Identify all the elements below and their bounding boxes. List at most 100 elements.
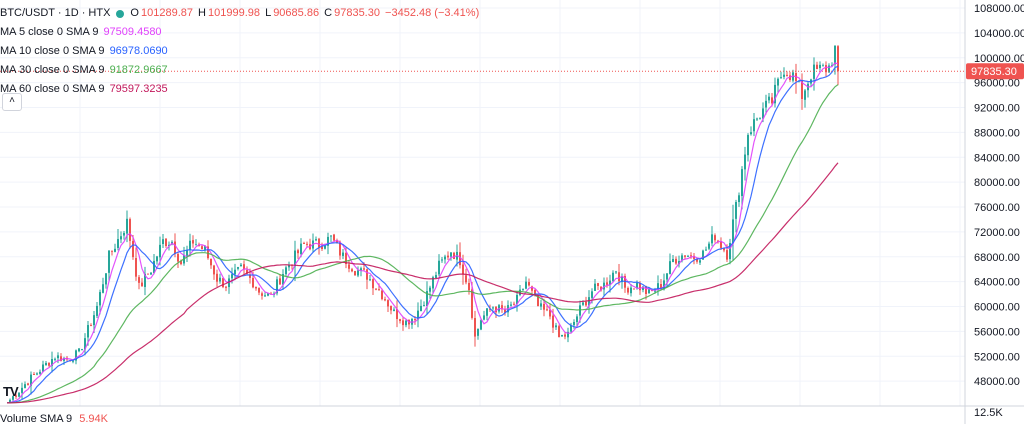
candle (579, 305, 581, 316)
candle (444, 256, 446, 260)
candle (180, 260, 182, 265)
ma-line-5 (6, 62, 839, 404)
candle (480, 320, 482, 330)
candle (45, 362, 47, 366)
candle (333, 234, 335, 241)
candle (18, 392, 20, 397)
candle (525, 281, 527, 289)
ma-row[interactable]: MA 30 close 0 SMA 9 91872.9667 (0, 61, 481, 80)
legend-collapse-button[interactable]: ˄ (2, 93, 22, 111)
candle (468, 282, 470, 291)
volume-value: 5.94K (79, 413, 108, 425)
chart-legend: BTC/USDT · 1D · HTX O 101289.87 H 101999.9… (0, 4, 481, 99)
candle (777, 78, 779, 86)
ma60-value: 79597.3235 (109, 83, 168, 95)
candle (630, 287, 632, 294)
candle (57, 355, 59, 359)
candle (546, 309, 548, 311)
candle (822, 65, 824, 67)
candle (537, 296, 539, 306)
candle (669, 261, 671, 274)
candle (75, 350, 77, 361)
candle (708, 243, 710, 249)
candle (348, 264, 350, 269)
candle (516, 294, 518, 305)
candle (405, 320, 407, 326)
candle (672, 258, 674, 263)
candle (426, 291, 428, 307)
chevron-up-icon: ˄ (9, 95, 15, 106)
candle (33, 374, 35, 376)
candle (51, 358, 53, 366)
candle (819, 64, 821, 69)
candle (282, 274, 284, 285)
candle (276, 279, 278, 294)
candle (558, 326, 560, 338)
y-tick-label: 100000.00 (974, 53, 1024, 65)
candle (693, 255, 695, 259)
candle (255, 286, 257, 289)
candle (543, 303, 545, 310)
ma10-value: 96978.0690 (109, 45, 168, 57)
candle (195, 244, 197, 246)
candle (609, 280, 611, 285)
candle (345, 252, 347, 265)
ma10-label: MA 10 close 0 SMA 9 (0, 45, 105, 57)
candle (153, 260, 155, 273)
candle (534, 289, 536, 296)
symbol-row: BTC/USDT · 1D · HTX O 101289.87 H 101999.9… (0, 4, 481, 23)
candle (174, 241, 176, 254)
candle (42, 364, 44, 372)
candle (96, 305, 98, 316)
candle (729, 243, 731, 260)
candle (117, 239, 119, 248)
candle (48, 362, 50, 366)
candle (639, 283, 641, 291)
candle (621, 276, 623, 283)
candle (588, 297, 590, 306)
candle (552, 315, 554, 328)
candle (387, 300, 389, 307)
candle (711, 234, 713, 244)
candle (360, 268, 362, 271)
candle (771, 97, 773, 104)
y-tick-label: 108000.00 (974, 3, 1024, 15)
candle (414, 318, 416, 321)
candle (660, 284, 662, 289)
candle (636, 282, 638, 289)
candle (330, 235, 332, 237)
tradingview-logo[interactable]: TV (3, 384, 19, 399)
candle (189, 240, 191, 251)
candle (606, 282, 608, 285)
symbol-title[interactable]: BTC/USDT · 1D · HTX (0, 7, 111, 19)
candle (765, 100, 767, 108)
candle (186, 250, 188, 256)
candle (735, 202, 737, 219)
candle (714, 235, 716, 241)
candle (300, 243, 302, 255)
volume-legend[interactable]: Volume SMA 9 5.94K (0, 413, 108, 425)
candle (63, 358, 65, 361)
ma-row[interactable]: MA 60 close 0 SMA 9 79597.3235 (0, 80, 481, 99)
candle (216, 273, 218, 282)
candle (648, 289, 650, 294)
candle (381, 290, 383, 300)
candle (258, 288, 260, 293)
candle (135, 258, 137, 277)
candle (225, 286, 227, 288)
ma30-value: 91872.9667 (109, 64, 168, 76)
candle (627, 288, 629, 293)
ma-line-60 (7, 162, 839, 404)
candle (528, 282, 530, 286)
candle (744, 154, 746, 170)
candle (267, 293, 269, 296)
y-tick-label: 52000.00 (974, 351, 1020, 363)
candle (207, 246, 209, 259)
candle (486, 308, 488, 316)
ma-row[interactable]: MA 10 close 0 SMA 9 96978.0690 (0, 42, 481, 61)
ma-row[interactable]: MA 5 close 0 SMA 9 97509.4580 (0, 23, 481, 42)
candle (81, 349, 83, 351)
candle (294, 250, 296, 267)
